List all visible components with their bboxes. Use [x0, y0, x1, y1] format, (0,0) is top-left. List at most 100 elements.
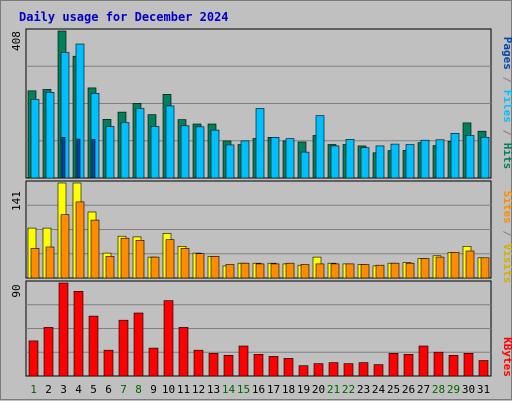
bar-kbytes-4: [73, 290, 84, 377]
bar-files-29: [450, 133, 460, 179]
bar-files-31: [480, 137, 490, 179]
bar-files-24: [375, 145, 385, 179]
bar-kbytes-14: [223, 354, 234, 377]
legend-item-kbytes: KBytes: [501, 337, 512, 377]
day-label-18: 18: [282, 383, 295, 396]
bar-sites-3: [60, 214, 70, 279]
bar-kbytes-5: [88, 315, 99, 377]
day-label-11: 11: [177, 383, 190, 396]
bar-sites-18: [285, 262, 295, 279]
bar-files-17: [270, 137, 280, 179]
bar-sites-9: [150, 256, 160, 279]
legend-pages-files-hits: Pages / Files / Hits: [501, 37, 512, 170]
bar-kbytes-20: [313, 363, 324, 377]
bar-sites-2: [45, 246, 55, 279]
day-label-21: 21: [327, 383, 340, 396]
bar-sites-4: [75, 201, 85, 279]
day-label-17: 17: [267, 383, 280, 396]
panel-sites-visits: 141 Sites / Visits: [10, 180, 512, 284]
bar-files-23: [360, 147, 370, 179]
bar-files-9: [150, 126, 160, 179]
legend-item-sites: Sites: [501, 191, 512, 224]
bar-files-30: [465, 135, 475, 179]
bar-files-19: [300, 151, 310, 179]
legend-sites-visits: Sites / Visits: [501, 191, 512, 284]
bar-kbytes-18: [283, 358, 294, 377]
ymax-label: 90: [10, 284, 23, 297]
day-label-8: 8: [135, 383, 142, 396]
bar-files-16: [255, 108, 265, 179]
day-label-26: 26: [402, 383, 415, 396]
panel-kbytes: 90 KBytes: [10, 280, 512, 377]
bar-files-18: [285, 138, 295, 179]
bar-kbytes-30: [463, 352, 474, 377]
bar-pages-5: [91, 139, 96, 179]
bar-kbytes-17: [268, 356, 279, 377]
bar-sites-23: [360, 264, 370, 279]
legend-item-visits: Visits: [501, 244, 512, 284]
bar-sites-29: [450, 252, 460, 279]
day-label-3: 3: [60, 383, 67, 396]
day-label-24: 24: [372, 383, 386, 396]
day-label-10: 10: [162, 383, 175, 396]
bar-sites-11: [180, 248, 190, 279]
bar-kbytes-7: [118, 319, 129, 377]
bar-sites-6: [105, 256, 115, 279]
panel-pages-files-hits: 408 Pages / Files / Hits: [10, 28, 512, 179]
bar-sites-27: [420, 258, 430, 279]
day-label-23: 23: [357, 383, 370, 396]
bar-files-26: [405, 144, 415, 179]
day-label-1: 1: [30, 383, 37, 396]
bar-files-20: [315, 115, 325, 179]
legend-item-pages: Pages: [501, 37, 512, 70]
bar-kbytes-28: [433, 351, 444, 377]
bar-kbytes-13: [208, 352, 219, 377]
bar-kbytes-6: [103, 349, 114, 377]
day-label-14: 14: [222, 383, 236, 396]
bar-sites-5: [90, 219, 100, 279]
bar-files-13: [210, 129, 220, 179]
bar-kbytes-27: [418, 345, 429, 377]
bar-sites-12: [195, 253, 205, 279]
bar-sites-10: [165, 239, 175, 279]
day-label-2: 2: [45, 383, 52, 396]
day-label-27: 27: [417, 383, 430, 396]
bar-files-10: [165, 105, 175, 179]
legend-item-hits: Hits: [501, 143, 512, 170]
bar-sites-30: [465, 250, 475, 279]
bar-kbytes-15: [238, 345, 249, 377]
day-label-28: 28: [432, 383, 445, 396]
day-label-20: 20: [312, 383, 325, 396]
bar-kbytes-26: [403, 353, 414, 377]
bar-files-28: [435, 139, 445, 179]
bar-kbytes-24: [373, 364, 384, 377]
bar-sites-13: [210, 256, 220, 279]
bar-kbytes-3: [58, 282, 69, 377]
bar-pages-3: [61, 137, 66, 179]
legend-kbytes: KBytes: [501, 337, 512, 377]
bar-sites-8: [135, 240, 145, 279]
day-label-29: 29: [447, 383, 460, 396]
day-label-25: 25: [387, 383, 400, 396]
bar-sites-19: [300, 264, 310, 279]
legend-separator: /: [501, 70, 512, 90]
bar-files-12: [195, 126, 205, 179]
bar-files-25: [390, 143, 400, 179]
bar-files-6: [105, 126, 115, 179]
bar-sites-22: [345, 263, 355, 279]
day-label-6: 6: [105, 383, 112, 396]
bar-files-1: [30, 99, 40, 179]
day-label-12: 12: [192, 383, 205, 396]
bar-kbytes-12: [193, 349, 204, 377]
day-label-4: 4: [75, 383, 82, 396]
day-label-9: 9: [150, 383, 157, 396]
bar-sites-21: [330, 263, 340, 279]
bar-files-21: [330, 145, 340, 179]
day-label-5: 5: [90, 383, 97, 396]
day-label-31: 31: [477, 383, 490, 396]
bar-kbytes-9: [148, 347, 159, 377]
bar-sites-28: [435, 256, 445, 279]
bar-files-22: [345, 139, 355, 179]
